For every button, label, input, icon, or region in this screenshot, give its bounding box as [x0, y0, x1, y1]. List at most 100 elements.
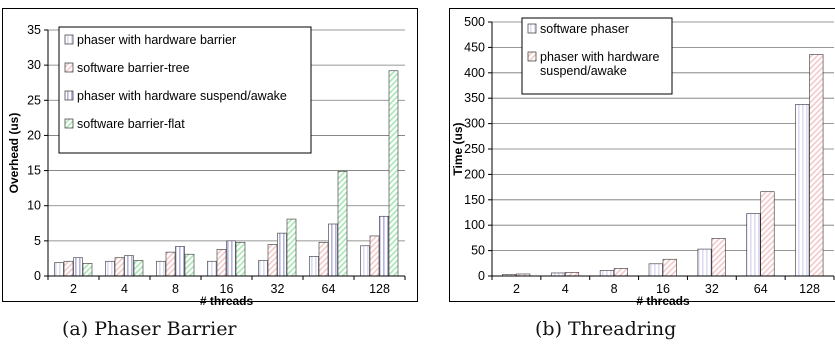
- bar: [309, 256, 319, 277]
- x-tick-label: 2: [513, 282, 520, 296]
- bar: [175, 246, 185, 277]
- legend-label-line: phaser with hardware barrier: [77, 33, 236, 47]
- legend-label: phaser with hardware barrier: [77, 33, 236, 47]
- legend-swatch: [64, 62, 74, 73]
- bar: [369, 235, 380, 277]
- bar: [795, 103, 810, 277]
- y-tick-label: 15: [27, 164, 41, 178]
- bar: [133, 260, 144, 277]
- y-tick-label: 0: [34, 269, 41, 283]
- legend-label: phaser with hardware suspend/awake: [77, 89, 287, 103]
- x-tick-label: 128: [369, 282, 390, 296]
- bar: [235, 241, 246, 277]
- y-tick-label: 25: [27, 93, 41, 107]
- y-tick-label: 350: [464, 91, 485, 105]
- legend-label: software phaser: [540, 22, 629, 36]
- caption-phaser-barrier: (a) Phaser Barrier: [62, 318, 237, 340]
- bar: [207, 260, 217, 277]
- legend-label-line: phaser with hardware suspend/awake: [77, 89, 287, 103]
- bar: [564, 272, 580, 277]
- chart-panel-phaser-barrier: 0 5 10 15 20 25 30 35 2 4 8 16 32 64 128 # threads Overh…: [2, 8, 418, 308]
- bar: [277, 232, 287, 277]
- legend-label-line: software barrier-tree: [77, 61, 190, 75]
- bar: [114, 257, 125, 277]
- bar: [124, 255, 134, 277]
- y-tick-label: 150: [464, 193, 485, 207]
- x-axis-label: # threads: [636, 294, 690, 308]
- chart-panel-threadring: 0 50 100 150 200 250 300 350 400 450 500 2 4 8 16 32 64 1…: [449, 8, 835, 308]
- legend-swatch: [64, 118, 74, 129]
- caption-threadring: (b) Threadring: [535, 318, 677, 340]
- bar: [226, 240, 236, 277]
- y-tick-label: 0: [478, 269, 485, 283]
- y-tick-label: 35: [27, 23, 41, 37]
- bar: [184, 253, 195, 277]
- legend-label-line: software phaser: [540, 22, 629, 36]
- y-tick-label: 20: [27, 128, 41, 142]
- y-tick-label: 200: [464, 167, 485, 181]
- legend-box: [58, 26, 312, 154]
- x-tick-label: 8: [172, 282, 179, 296]
- legend-swatch: [527, 51, 537, 62]
- bar: [337, 170, 348, 277]
- x-tick-label: 16: [220, 282, 234, 296]
- bar: [760, 191, 775, 277]
- y-axis-label: Overhead (us): [7, 113, 21, 194]
- legend-box: [521, 17, 673, 95]
- y-tick-label: 400: [464, 66, 485, 80]
- bar: [267, 244, 278, 277]
- x-axis-label: # threads: [200, 294, 254, 308]
- legend-label-line: suspend/awake: [540, 64, 627, 78]
- legend-label: software barrier-tree: [77, 61, 190, 75]
- bar: [73, 257, 83, 277]
- x-tick-label: 2: [70, 282, 77, 296]
- y-tick-label: 30: [27, 58, 41, 72]
- bar: [379, 215, 389, 277]
- x-tick-label: 4: [562, 282, 569, 296]
- y-axis-label: Time (us): [451, 122, 465, 175]
- x-tick-label: 32: [705, 282, 719, 296]
- bar: [711, 238, 726, 277]
- legend-label: phaser with hardware suspend/awake: [540, 50, 660, 78]
- legend-label-line: software barrier-flat: [77, 117, 185, 131]
- legend-swatch: [64, 90, 74, 101]
- bar: [360, 245, 370, 277]
- x-tick-label: 16: [656, 282, 670, 296]
- y-tick-label: 300: [464, 117, 485, 131]
- x-tick-label: 128: [799, 282, 820, 296]
- y-tick-label: 50: [471, 244, 485, 258]
- bar: [156, 260, 166, 277]
- chart-phaser-barrier: 0 5 10 15 20 25 30 35 2 4 8 16 32 64 128 # threads Overh…: [7, 23, 406, 308]
- y-tick-label: 100: [464, 218, 485, 232]
- legend-swatch: [64, 34, 74, 45]
- x-tick-label: 4: [121, 282, 128, 296]
- legend-label-line: phaser with hardware: [540, 50, 660, 64]
- bar: [613, 268, 628, 277]
- legend-label: software barrier-flat: [77, 117, 185, 131]
- bar: [54, 262, 64, 277]
- bar: [599, 270, 614, 277]
- legend-swatch: [527, 23, 537, 34]
- x-tick-label: 64: [322, 282, 336, 296]
- bar: [258, 260, 268, 277]
- y-tick-label: 450: [464, 40, 485, 54]
- y-tick-label: 250: [464, 142, 485, 156]
- bar: [286, 218, 297, 277]
- bar: [165, 251, 176, 277]
- bar: [697, 248, 712, 277]
- bar: [809, 54, 824, 277]
- bar: [746, 213, 761, 277]
- bar: [648, 263, 663, 277]
- y-tick-label: 500: [464, 15, 485, 29]
- bar: [328, 223, 338, 277]
- bar: [216, 248, 227, 277]
- x-tick-label: 64: [754, 282, 768, 296]
- bar: [318, 241, 329, 277]
- bar: [388, 70, 399, 277]
- chart-threadring: 0 50 100 150 200 250 300 350 400 450 500 2 4 8 16 32 64 1…: [451, 15, 835, 308]
- x-tick-label: 8: [611, 282, 618, 296]
- y-tick-label: 10: [27, 199, 41, 213]
- bar: [82, 263, 93, 277]
- x-tick-label: 32: [271, 282, 285, 296]
- bar: [63, 260, 74, 277]
